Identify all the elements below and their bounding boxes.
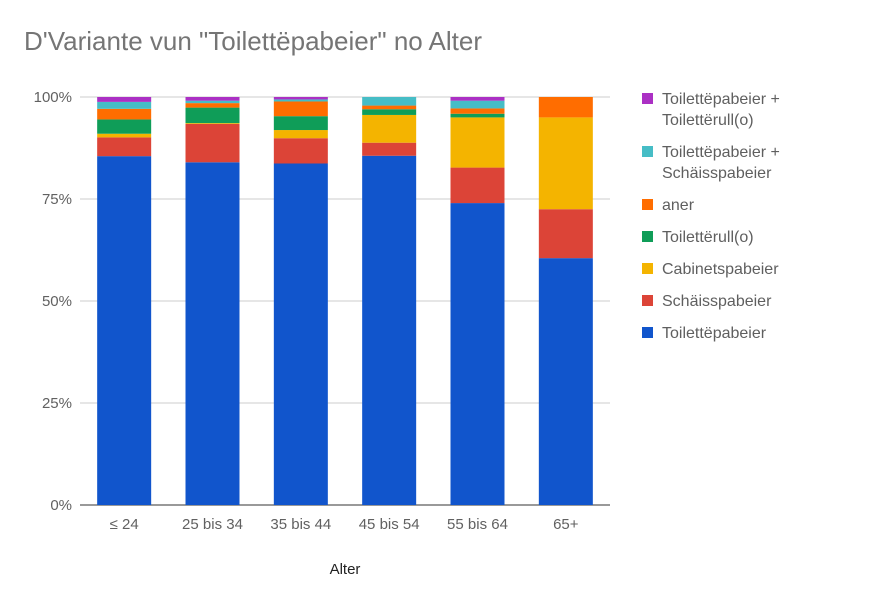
bars (97, 97, 593, 505)
bar-segment (273, 130, 328, 139)
legend-item: Toilettëpabeier + Toilettërull(o) (642, 91, 780, 129)
legend-swatch (642, 231, 653, 242)
bar-segment (538, 209, 593, 259)
bar-segment (538, 117, 593, 210)
x-tick-label: 65+ (553, 516, 579, 533)
bar-segment (97, 133, 152, 138)
legend-item: Toilettëpabeier + Schäisspabeier (642, 144, 780, 182)
x-axis-ticks: ≤ 24 25 bis 34 35 bis 44 45 bis 54 55 bis 64… (110, 516, 579, 533)
legend-swatch (642, 295, 653, 306)
bar-segment (97, 101, 152, 109)
bar-segment (97, 119, 152, 134)
bar-segment (185, 162, 240, 505)
bar-segment (362, 142, 417, 156)
y-tick-label: 25% (42, 395, 72, 412)
legend-swatch (642, 146, 653, 157)
bar-segment (450, 100, 505, 109)
bar-segment (185, 123, 240, 163)
bar-segment (450, 203, 505, 505)
bar-segment (273, 99, 328, 102)
bar-segment (450, 167, 505, 204)
y-tick-label: 75% (42, 191, 72, 208)
chart-title: D'Variante vun "Toilettëpabeier" no Alte… (24, 26, 482, 56)
bar-segment (273, 163, 328, 505)
legend-swatch (642, 93, 653, 104)
gridlines (80, 96, 610, 506)
y-axis-ticks: 0% 25% 50% 75% 100% (34, 89, 72, 514)
x-tick-label: 45 bis 54 (359, 516, 420, 533)
bar-segment (185, 100, 240, 104)
bar-segment (273, 138, 328, 164)
bar-segment (450, 97, 505, 101)
bar-segment (97, 156, 152, 505)
legend-item: Cabinetspabeier (642, 261, 779, 278)
x-tick-label: ≤ 24 (110, 516, 139, 533)
bar-segment (362, 114, 417, 143)
bar-segment (97, 108, 152, 120)
bar-segment (362, 105, 417, 110)
legend: Toilettëpabeier +Toilettërull(o)Toilettë… (642, 91, 780, 342)
bar-segment (450, 117, 505, 168)
legend-swatch (642, 327, 653, 338)
bar-segment (538, 97, 593, 118)
x-tick-label: 25 bis 34 (182, 516, 243, 533)
legend-swatch (642, 263, 653, 274)
legend-label: Toilettëpabeier + (662, 91, 780, 108)
legend-label: Schäisspabeier (662, 165, 772, 182)
x-tick-label: 55 bis 64 (447, 516, 508, 533)
y-tick-label: 0% (50, 497, 72, 514)
bar-segment (273, 97, 328, 100)
bar-segment (362, 155, 417, 505)
bar-segment (185, 123, 240, 124)
legend-label: Toilettërull(o) (662, 112, 754, 129)
y-tick-label: 50% (42, 293, 72, 310)
legend-item: Toilettërull(o) (642, 229, 754, 246)
x-axis-title: Alter (330, 561, 361, 578)
legend-label: Toilettëpabeier + (662, 144, 780, 161)
bar-segment (185, 103, 240, 108)
bar-segment (273, 101, 328, 117)
bar-segment (185, 97, 240, 101)
legend-label: Toilettërull(o) (662, 229, 754, 246)
bar-segment (273, 116, 328, 131)
legend-item: Schäisspabeier (642, 293, 772, 310)
legend-swatch (642, 199, 653, 210)
bar-segment (450, 108, 505, 114)
bar-segment (97, 137, 152, 157)
bar-segment (185, 107, 240, 124)
bar-segment (450, 113, 505, 118)
legend-label: Cabinetspabeier (662, 261, 779, 278)
bar-segment (362, 97, 417, 106)
x-tick-label: 35 bis 44 (270, 516, 331, 533)
legend-label: Toilettëpabeier (662, 325, 767, 342)
legend-item: aner (642, 197, 695, 214)
bar-segment (538, 258, 593, 505)
legend-item: Toilettëpabeier (642, 325, 767, 342)
legend-label: Schäisspabeier (662, 293, 772, 310)
y-tick-label: 100% (34, 89, 72, 106)
legend-label: aner (662, 197, 695, 214)
bar-segment (97, 97, 152, 102)
bar-segment (362, 109, 417, 115)
